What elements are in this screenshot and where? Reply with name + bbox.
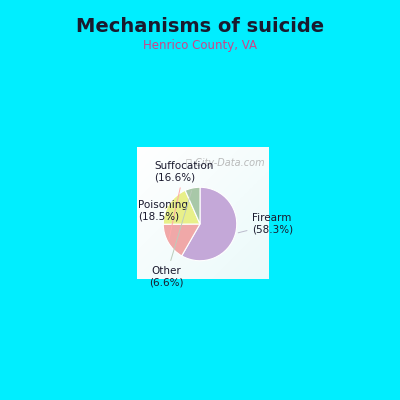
Wedge shape <box>163 224 200 256</box>
Text: Other
(6.6%): Other (6.6%) <box>149 191 192 288</box>
Wedge shape <box>182 187 237 261</box>
Text: Firearm
(58.3%): Firearm (58.3%) <box>238 213 294 235</box>
Wedge shape <box>163 190 200 224</box>
Text: Mechanisms of suicide: Mechanisms of suicide <box>76 16 324 36</box>
Text: Henrico County, VA: Henrico County, VA <box>143 40 257 52</box>
Text: ⓘ City-Data.com: ⓘ City-Data.com <box>186 158 264 168</box>
Wedge shape <box>185 187 200 224</box>
Text: Suffocation
(16.6%): Suffocation (16.6%) <box>154 161 214 240</box>
Text: Poisoning
(18.5%): Poisoning (18.5%) <box>138 200 188 222</box>
